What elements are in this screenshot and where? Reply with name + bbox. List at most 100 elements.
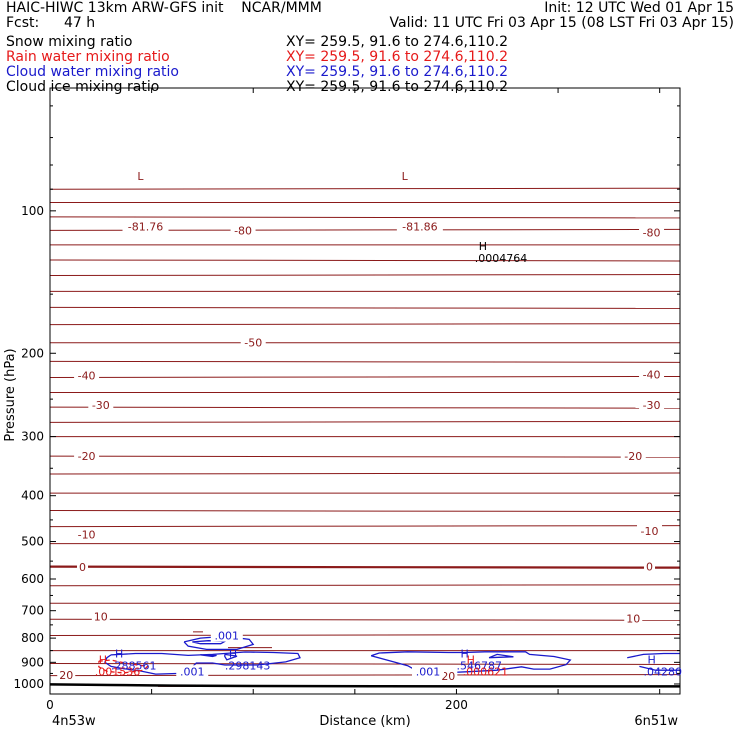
isotherm-line <box>49 323 681 326</box>
y-tick-label: 300 <box>21 430 44 444</box>
extremum-symbol: H <box>461 648 469 661</box>
contour-label-bg <box>91 610 110 623</box>
contour-label-bg <box>57 669 76 682</box>
isotherm-line <box>49 375 681 378</box>
terrain-surface <box>49 683 680 688</box>
cloud-water-contour <box>224 653 238 661</box>
init-time: Init: 12 UTC Wed 01 Apr 15 <box>544 0 734 16</box>
field-label-cloud-water: Cloud water mixing ratio <box>6 64 179 80</box>
temperature-contour-label: -81.86 <box>402 221 437 234</box>
y-tick-label: 800 <box>21 631 44 645</box>
cloud-water-contour <box>200 654 217 658</box>
plot-frame <box>49 87 681 695</box>
isotherm-line <box>49 306 681 309</box>
contour-label-bg <box>620 450 646 463</box>
contour-label-bg <box>637 525 663 538</box>
cloud-water-contour <box>192 640 228 645</box>
temperature-contour-label: -40 <box>78 370 96 383</box>
cloud-water-contour-label: .001 <box>416 665 441 678</box>
extremum-value: .0004764 <box>475 252 528 265</box>
contour-label-bg <box>122 220 169 233</box>
temperature-contour-label: -30 <box>92 399 110 412</box>
y-tick-label: 200 <box>21 346 44 360</box>
contour-label-bg <box>624 612 643 625</box>
extremum-symbol: H <box>479 240 487 253</box>
isotherm-line <box>49 662 681 665</box>
x-end-label-left: 4n53w <box>52 714 96 729</box>
y-tick-label: 1000 <box>13 677 44 691</box>
isotherm-line <box>49 472 681 475</box>
rain-water-contours <box>98 659 149 674</box>
field-xy-snow: XY= 259.5, 91.6 to 274.6,110.2 <box>286 34 509 50</box>
temperature-contour-label: 0 <box>646 560 653 573</box>
contour-label-bg <box>74 528 100 541</box>
extremum-symbol: H <box>647 653 655 666</box>
extremum-symbol: H <box>99 653 107 666</box>
x-axis: 0 20 0 <box>46 88 661 712</box>
isotherm-line <box>49 455 681 458</box>
temperature-contour-label: 20 <box>441 670 455 683</box>
temperature-contour-label: -20 <box>624 450 642 463</box>
terrain-line <box>49 683 680 688</box>
extremum-value: .04280 <box>643 665 682 678</box>
isotherm-line <box>49 510 681 513</box>
contour-label-bg <box>639 368 665 381</box>
y-axis-title: Pressure (hPa) <box>3 348 18 441</box>
isotherm-line <box>49 420 681 423</box>
contour-label-bg <box>77 561 89 574</box>
cloud-water-contour-label: .001 <box>180 665 205 678</box>
isotherm-line <box>49 565 681 569</box>
contour-label-bg <box>644 560 656 573</box>
temperature-contour-label: -10 <box>78 528 96 541</box>
temperature-contour-label: 20 <box>59 669 73 682</box>
field-xy-cloud-ice: XY= 259.5, 91.6 to 274.6,110.2 <box>286 79 509 95</box>
temperature-contour-label: 0 <box>79 561 86 574</box>
contour-label-bg <box>412 665 444 678</box>
cloud-water-contour <box>627 652 680 659</box>
field-label-snow: Snow mixing ratio <box>6 34 133 50</box>
contour-label-bg <box>74 369 100 382</box>
field-label-rain: Rain water mixing ratio <box>6 49 170 65</box>
isotherm-line <box>49 525 681 528</box>
isotherm-line <box>49 187 681 190</box>
extremum-value: .298143 <box>225 660 271 673</box>
temperature-contour-label: -80 <box>234 224 252 237</box>
valid-time: Valid: 11 UTC Fri 03 Apr 15 (08 LST Fri … <box>389 15 734 31</box>
extremum-value: .000621 <box>463 665 509 678</box>
contour-label-bg <box>230 224 256 237</box>
temperature-contour-label: -20 <box>78 450 96 463</box>
forecast-hour-label: Fcst: <box>6 15 40 31</box>
temperature-contour-label: -10 <box>641 525 659 538</box>
extremum-symbol: L <box>137 170 144 183</box>
x-axis-title: Distance (km) <box>319 714 410 729</box>
extremum-symbol: H <box>467 653 475 666</box>
extremum-symbol: H <box>229 648 237 661</box>
contour-label-bg <box>639 226 665 239</box>
isotherm-line <box>49 274 681 277</box>
temperature-contour-label: -30 <box>643 399 661 412</box>
x-tick-label: 0 <box>46 698 54 712</box>
contour-labels: -81.76 -80 -81.86 -80 -50 -40 -40 -30 -30 -20 -20 -… <box>57 220 665 683</box>
extremum-value: .546787 <box>457 660 503 673</box>
isotherm-line <box>49 584 681 587</box>
contour-label-bg <box>240 336 266 349</box>
cloud-water-contour <box>488 653 514 659</box>
contour-label-bg <box>88 398 114 411</box>
extremum-value: .001536 <box>95 665 141 678</box>
cloud-water-contours <box>104 635 680 675</box>
isotherm-line <box>49 259 681 262</box>
isotherm-line <box>49 216 681 219</box>
isotherm-line <box>49 674 681 677</box>
y-tick-label: 400 <box>21 489 44 503</box>
temperature-contour-label: -81.76 <box>128 221 163 234</box>
forecast-hour-value: 47 h <box>64 15 96 31</box>
cloud-water-contour <box>183 635 255 651</box>
y-tick-label: 900 <box>21 655 44 669</box>
rain-water-contour <box>98 659 149 674</box>
y-tick-label: 700 <box>21 604 44 618</box>
cloud-water-contour <box>639 665 680 671</box>
extremum-symbol: L <box>402 170 409 183</box>
